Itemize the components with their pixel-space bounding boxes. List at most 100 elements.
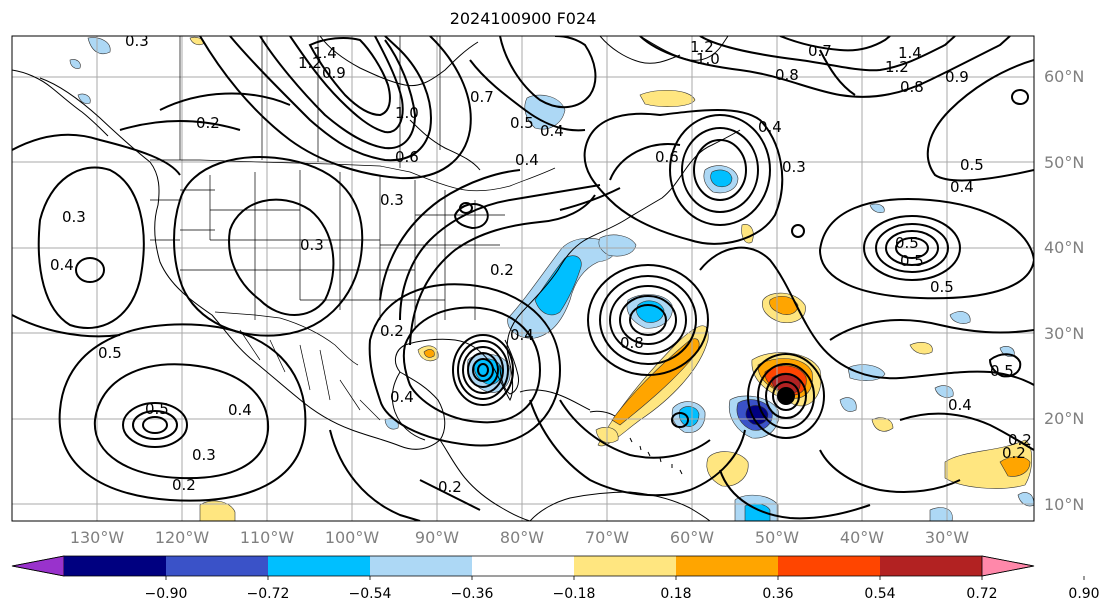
latitude-label: 20°N — [1044, 409, 1085, 428]
contour-label: 0.4 — [228, 401, 252, 419]
pacific-contour — [37, 166, 145, 329]
negative-anomaly-area — [869, 203, 885, 213]
contour-label: 0.2 — [172, 476, 196, 494]
hurricane-contour — [772, 381, 800, 411]
pacific-contour — [93, 363, 270, 480]
subtropical-contour — [329, 429, 421, 521]
east-atlantic-contour — [875, 223, 949, 273]
contour-label: 0.5 — [98, 344, 122, 362]
longitude-label: 100°W — [324, 528, 380, 547]
map-frame — [11, 35, 1035, 522]
contour-label: 0.6 — [655, 148, 679, 166]
negative-anomaly-area — [1017, 492, 1034, 507]
longitude-label: 30°W — [924, 528, 970, 547]
longitude-label: 50°W — [754, 528, 800, 547]
gulf-low-contour — [472, 358, 494, 382]
colorbar-segment — [268, 556, 370, 576]
contour-label: 0.4 — [948, 396, 972, 414]
colorbar-arrow-low — [11, 555, 65, 577]
subtropical-contour — [529, 399, 746, 497]
contour-label: 0.3 — [192, 446, 216, 464]
subtropical-contour — [988, 353, 1022, 378]
gulf-low-contour — [452, 334, 514, 406]
north-east-contour — [926, 59, 1034, 182]
colorbar-outline — [11, 555, 1035, 577]
contour-label: 0.2 — [380, 322, 404, 340]
small-contour — [791, 224, 805, 238]
colorbar-segment — [370, 556, 472, 576]
contour-label: 1.4 — [313, 44, 337, 62]
north-east-contour — [639, 36, 1011, 98]
contour-label: 0.2 — [490, 261, 514, 279]
subtropical-contour — [829, 319, 1034, 341]
atlantic-low-contour — [587, 264, 709, 376]
pacific-contour — [142, 416, 168, 434]
contour-label: 0.2 — [1008, 431, 1032, 449]
negative-anomaly-area — [534, 255, 582, 316]
north-contour — [119, 92, 291, 131]
subtropical-contour — [899, 412, 1034, 451]
colorbar-label: −0.18 — [552, 586, 596, 602]
contour-label: 0.5 — [990, 362, 1014, 380]
contour-label: 1.2 — [690, 38, 714, 56]
contour-labels: 1.4 1.2 0.9 0.3 0.2 0.5 0.4 0.3 0.4 0.5 … — [50, 36, 1032, 496]
north-east-contour — [1011, 89, 1029, 105]
contour-label: 0.3 — [782, 158, 806, 176]
coastlines — [12, 36, 741, 521]
contour-label: 0.4 — [50, 256, 74, 274]
longitude-label: 130°W — [69, 528, 125, 547]
longitude-label: 60°W — [669, 528, 715, 547]
florida-coastline — [499, 339, 519, 395]
cuba-coastline — [519, 389, 591, 411]
contour-label: 0.5 — [960, 156, 984, 174]
gulf-coastline — [391, 371, 426, 441]
north-atlantic-contour — [681, 127, 759, 213]
latitude-label: 30°N — [1044, 323, 1085, 343]
contour-label: 0.3 — [380, 191, 404, 209]
gulf-low-contour — [477, 363, 489, 377]
north-contour — [499, 36, 597, 109]
positive-anomaly-area — [423, 349, 435, 358]
negative-anomaly-area — [839, 397, 857, 412]
hurricane-contour — [747, 353, 825, 439]
north-atlantic-contour — [669, 114, 771, 226]
figure-title: 2024100900 F024 — [449, 9, 597, 28]
central-america-coastline — [439, 439, 531, 521]
subtropical-contour — [819, 449, 961, 493]
east-coast-contour — [379, 169, 521, 301]
negative-anomaly-area — [69, 59, 81, 69]
contour-label: 1.2 — [298, 54, 322, 72]
latitude-label: 10°N — [1044, 494, 1085, 514]
colorbar-label: 0.36 — [762, 586, 794, 602]
north-east-contour — [559, 143, 681, 211]
contour-label: 0.2 — [438, 478, 462, 496]
colorbar-segment — [778, 556, 880, 576]
north-contour — [289, 36, 404, 134]
east-coast-contour — [409, 194, 596, 346]
colorbar-segment — [472, 556, 574, 576]
gulf-low-contour — [457, 340, 509, 400]
negative-anomaly-area — [710, 169, 733, 188]
positive-anomaly-area — [999, 456, 1031, 477]
positive-anomaly-area — [909, 342, 933, 355]
contour-label: 1.0 — [395, 104, 419, 122]
contour-label: 0.8 — [900, 78, 924, 96]
contour-label: 0.4 — [950, 178, 974, 196]
colorbar-segment — [676, 556, 778, 576]
latitude-label: 60°N — [1044, 67, 1085, 86]
east-atlantic-contour — [885, 230, 939, 266]
north-contour — [469, 59, 586, 132]
contour-label: 0.9 — [322, 64, 346, 82]
contour-label: 0.8 — [620, 334, 644, 352]
atlantic-low-contour — [629, 304, 667, 336]
state-lines — [150, 170, 505, 330]
east-coast-contour — [399, 184, 601, 321]
colorbar-segment — [166, 556, 268, 576]
gulf-low-contour — [467, 352, 499, 388]
north-east-contour — [699, 36, 956, 72]
canada-coastline — [319, 36, 681, 171]
contour-label: 0.6 — [395, 148, 419, 166]
contour-label: 0.5 — [510, 114, 534, 132]
longitude-label: 90°W — [414, 528, 460, 547]
